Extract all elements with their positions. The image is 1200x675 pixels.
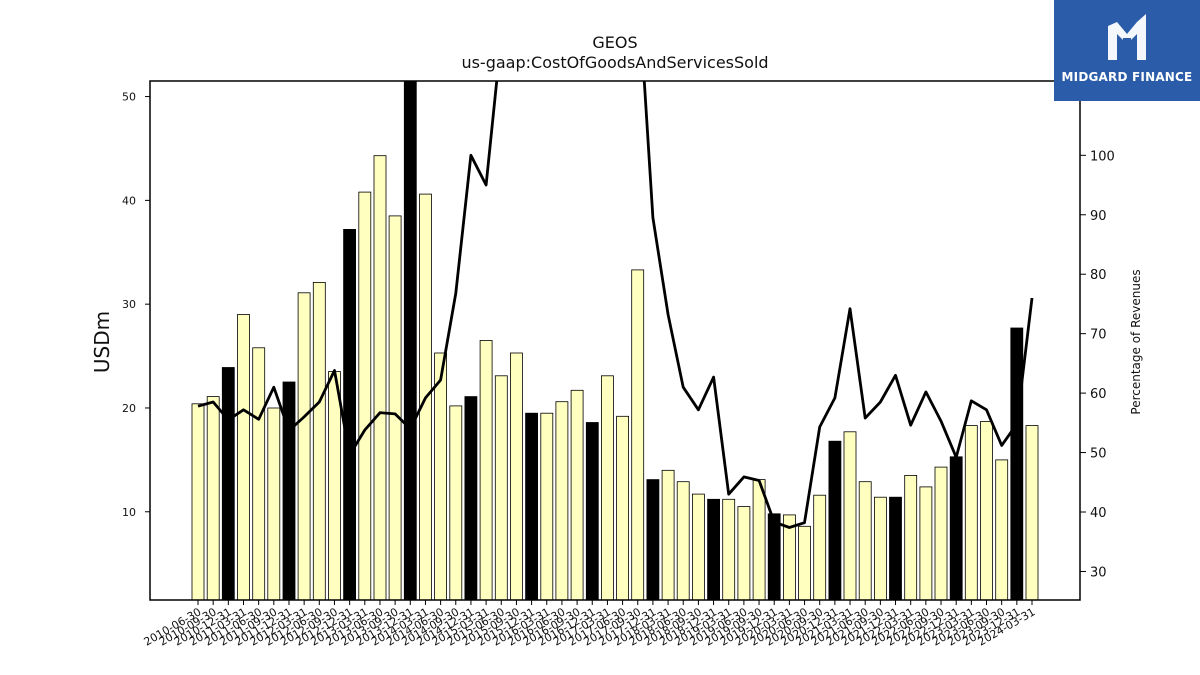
bar <box>434 352 448 600</box>
brand-logo: MIDGARD FINANCE <box>1054 0 1200 101</box>
bar <box>692 493 705 600</box>
bar <box>737 506 751 600</box>
bar <box>297 292 311 600</box>
bar <box>570 389 584 600</box>
brand-logo-text: MIDGARD FINANCE <box>1061 70 1193 84</box>
bar <box>601 375 614 600</box>
bar <box>858 481 872 600</box>
bar <box>813 494 827 600</box>
bar <box>767 513 781 600</box>
midgard-logo-icon <box>1108 14 1146 60</box>
bar <box>237 314 250 600</box>
bars-layer <box>191 81 1039 600</box>
bar <box>722 498 736 600</box>
bar <box>980 421 993 600</box>
bar <box>206 396 220 600</box>
bar <box>494 375 508 600</box>
bar <box>616 415 629 600</box>
x-axis: 2010-06-302010-09-302010-12-312011-03-31… <box>142 600 1038 649</box>
bar <box>631 269 645 600</box>
bar <box>312 281 326 600</box>
bar <box>358 191 372 600</box>
bar <box>464 396 478 600</box>
bar <box>282 381 296 600</box>
bar <box>1010 327 1024 600</box>
right-y-axis: 30 40 50 60 70 80 90 100 <box>1080 149 1115 580</box>
bar <box>540 412 554 600</box>
y2-tick-label: 80 <box>1090 268 1107 283</box>
bar <box>676 481 690 600</box>
bar <box>373 155 387 600</box>
bar <box>555 401 569 600</box>
bar <box>934 466 948 600</box>
bar <box>1025 425 1039 600</box>
y-axis-label: USDm <box>90 311 114 373</box>
bar <box>388 215 402 600</box>
y2-tick-label: 70 <box>1090 328 1107 343</box>
bar <box>949 456 963 600</box>
bar <box>995 459 1009 600</box>
y-tick-label: 40 <box>122 194 136 207</box>
bar <box>919 486 933 600</box>
bar <box>343 228 357 600</box>
bar <box>828 440 842 600</box>
bar <box>403 81 417 600</box>
bar <box>646 479 660 600</box>
bar <box>479 340 493 600</box>
bar <box>889 496 902 600</box>
y2-tick-label: 60 <box>1090 387 1107 402</box>
bar <box>798 525 811 600</box>
bar <box>267 407 281 600</box>
line-layer <box>197 81 1034 529</box>
y2-tick-label: 50 <box>1090 447 1107 462</box>
bar <box>874 496 887 600</box>
bar <box>221 367 235 600</box>
chart-title: GEOS <box>592 33 637 52</box>
bar <box>707 498 720 600</box>
bar <box>783 514 796 600</box>
y2-tick-label: 40 <box>1090 506 1107 521</box>
bar <box>843 431 857 600</box>
y-tick-label: 30 <box>122 298 136 311</box>
bar <box>964 425 978 600</box>
bar <box>904 474 918 600</box>
y-tick-label: 20 <box>122 402 136 415</box>
percentage-line <box>197 81 1034 529</box>
plot-frame <box>149 80 1081 601</box>
bar <box>661 469 675 600</box>
bar <box>252 347 266 600</box>
bar <box>328 371 341 600</box>
y-tick-label: 10 <box>122 506 136 519</box>
bar <box>585 422 599 600</box>
bar <box>449 405 463 600</box>
y-tick-label: 50 <box>122 91 136 104</box>
y2-tick-label: 100 <box>1090 149 1115 164</box>
y2-tick-label: 90 <box>1090 209 1107 224</box>
chart-subtitle: us-gaap:CostOfGoodsAndServicesSold <box>461 53 768 72</box>
bar <box>525 412 538 600</box>
bar <box>752 479 766 600</box>
left-y-axis: 10 20 30 40 50 <box>122 91 150 519</box>
y2-axis-label: Percentage of Revenues <box>1129 269 1143 414</box>
bar <box>191 403 205 600</box>
bar <box>509 352 523 600</box>
y2-tick-label: 30 <box>1090 565 1107 580</box>
